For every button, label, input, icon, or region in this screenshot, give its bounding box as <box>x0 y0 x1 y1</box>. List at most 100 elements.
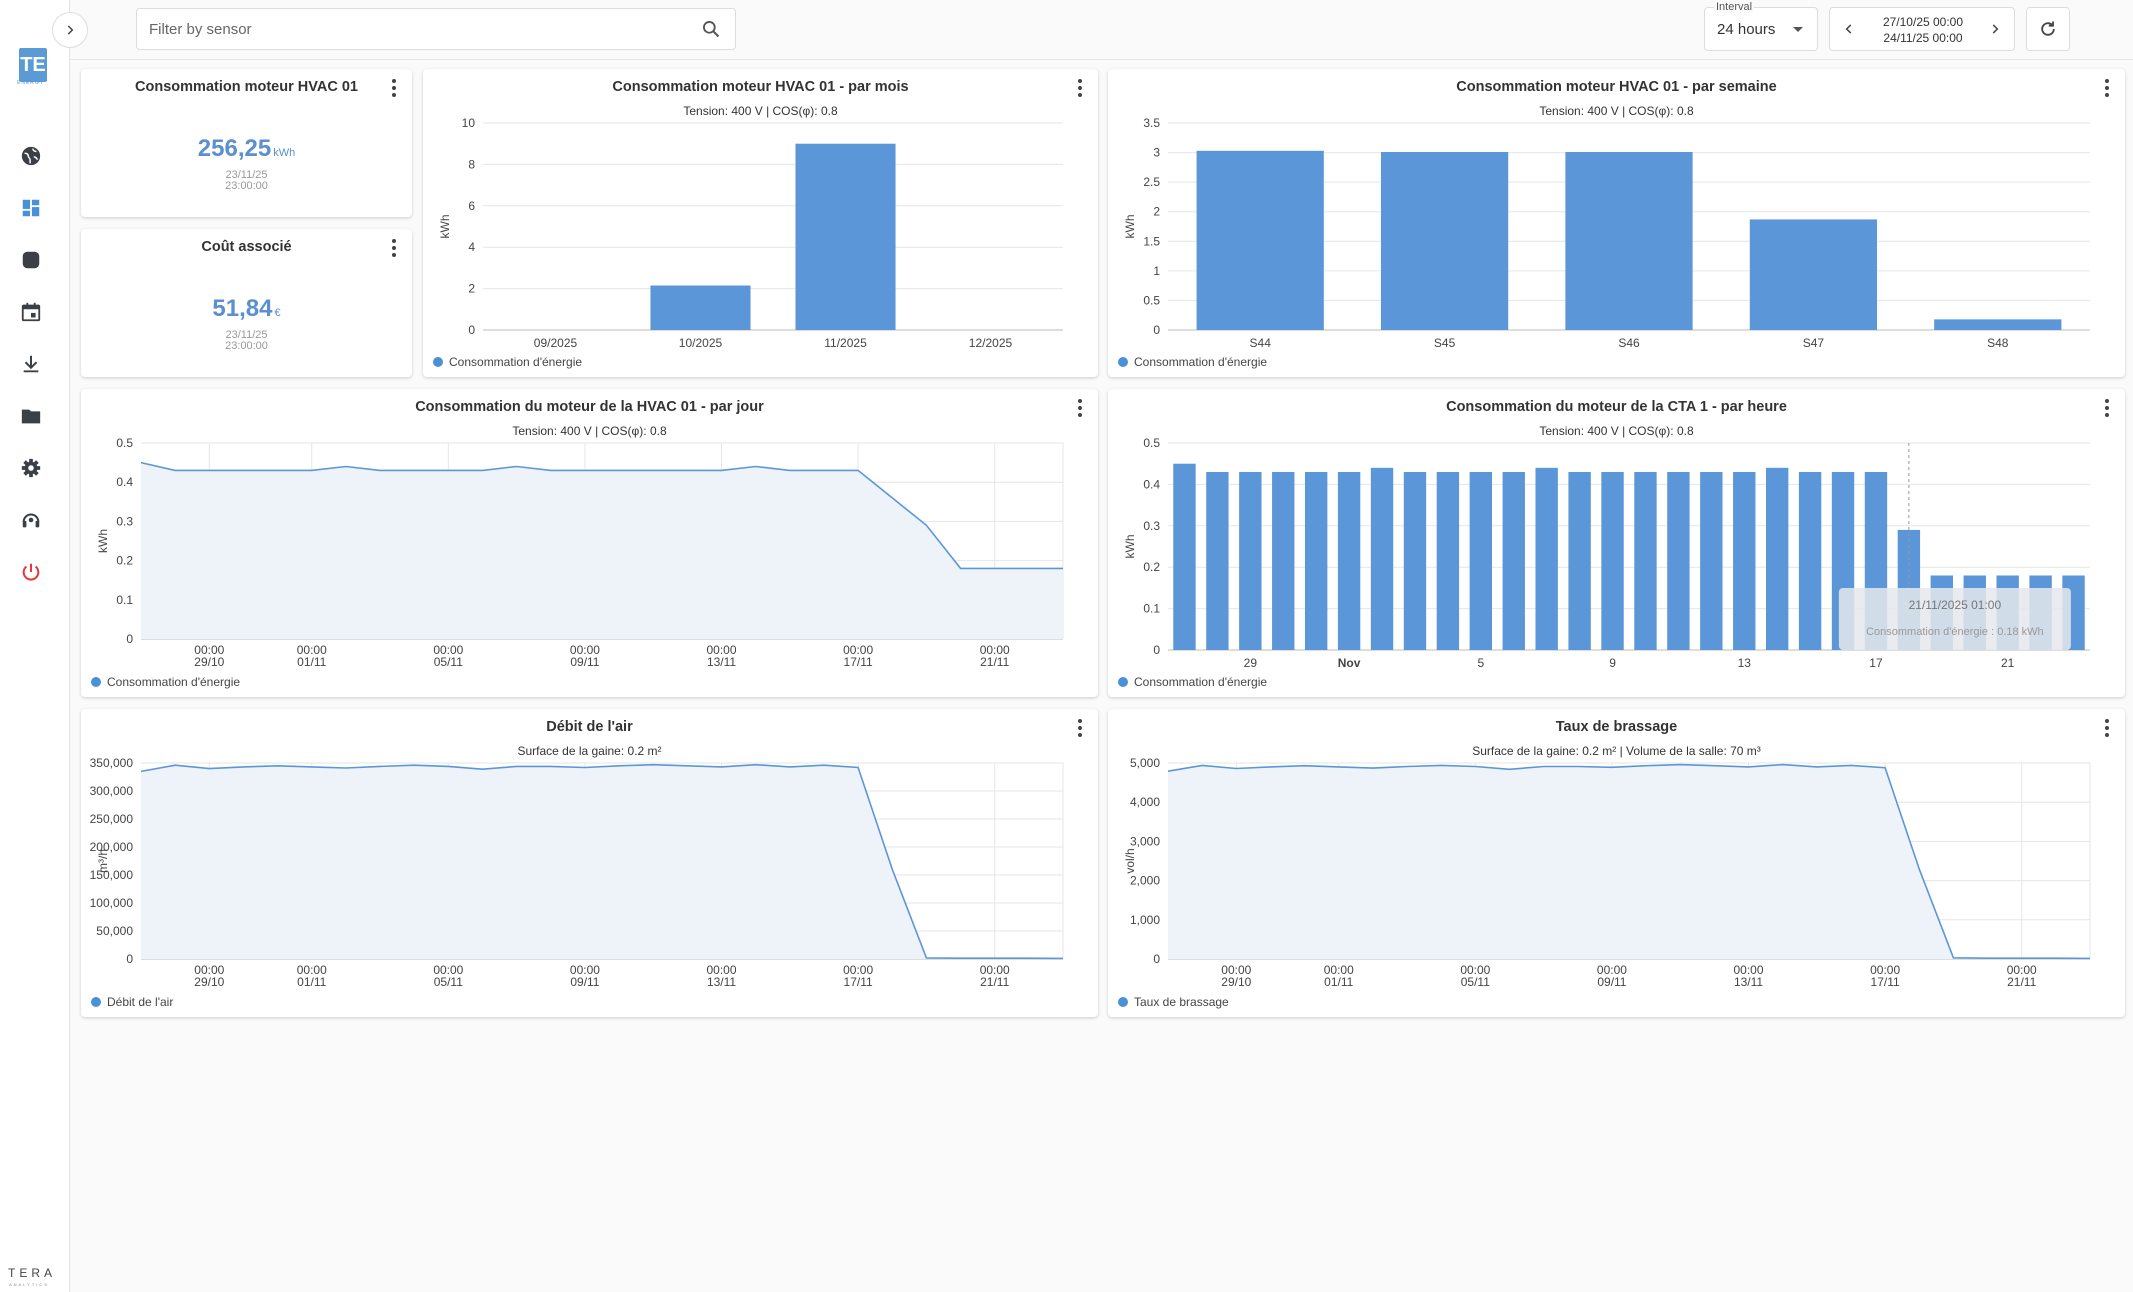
chart-legend[interactable]: Taux de brassage <box>1118 995 1229 1009</box>
y-axis-label: vol/h <box>1123 848 1137 873</box>
kpi-card-consumption: Consommation moteur HVAC 01 256,25 kWh 23… <box>81 69 412 217</box>
app-logo[interactable]: TE <box>19 48 47 82</box>
header-divider <box>70 59 2133 60</box>
x-tick-label: 17/11 <box>1871 975 1900 989</box>
y-axis-label: m³/h <box>96 849 110 873</box>
legend-dot <box>91 677 101 687</box>
y-tick-label: 100,000 <box>90 896 134 910</box>
card-menu-button[interactable] <box>384 237 404 259</box>
next-range-button[interactable] <box>1980 14 2010 44</box>
search-icon[interactable] <box>701 19 721 44</box>
x-tick-label: 29/10 <box>1221 975 1251 989</box>
chart-legend[interactable]: Consommation d'énergie <box>91 675 240 689</box>
series-area <box>1168 764 2090 959</box>
x-tick-label: 00:00 <box>1734 963 1764 977</box>
calendar-icon[interactable] <box>18 299 44 325</box>
tooltip-title: 21/11/2025 01:00 <box>1909 598 2002 612</box>
bar <box>1206 471 1229 650</box>
airflow-chart: 0 50,000 100,000 150,000 200,000 250,000 300,0… <box>90 756 1064 989</box>
x-tick-label: 21 <box>2001 656 2015 670</box>
chart-title: Consommation moteur HVAC 01 - par mois <box>612 79 909 95</box>
y-tick-label: 1,000 <box>1130 913 1160 927</box>
refresh-button[interactable] <box>2026 7 2070 51</box>
y-tick-label: 200,000 <box>90 840 134 854</box>
x-tick-label: 10/2025 <box>679 336 723 350</box>
y-tick-label: 2.5 <box>1143 175 1160 189</box>
y-tick-label: 0 <box>126 952 133 966</box>
search-input[interactable] <box>149 9 689 49</box>
chart-title: Débit de l'air <box>546 719 633 735</box>
y-tick-label: 3,000 <box>1130 834 1160 848</box>
chart-card-airflow: Débit de l'air Surface de la gaine: 0.2 … <box>81 709 1098 1017</box>
x-tick-label: 05/11 <box>434 655 463 669</box>
x-tick-label: 00:00 <box>194 963 224 977</box>
bar <box>795 143 896 330</box>
y-tick-label: 2 <box>1153 205 1160 219</box>
y-tick-label: 4,000 <box>1130 795 1160 809</box>
download-icon[interactable] <box>18 351 44 377</box>
date-range[interactable]: 27/10/25 00:00 24/11/25 00:00 <box>1870 14 1976 46</box>
y-tick-label: 0.4 <box>1143 477 1160 491</box>
chevron-right-icon <box>1992 24 1999 34</box>
bar <box>1798 471 1822 650</box>
card-menu-button[interactable] <box>1070 397 1090 419</box>
card-menu-button[interactable] <box>1070 717 1090 739</box>
dashboard-icon[interactable] <box>18 195 44 221</box>
card-menu-button[interactable] <box>384 77 404 99</box>
chart-card-brassage: Taux de brassage Surface de la gaine: 0.… <box>1108 709 2125 1017</box>
bar <box>1173 463 1196 650</box>
card-menu-button[interactable] <box>2097 77 2117 99</box>
x-tick-label: S44 <box>1250 336 1272 350</box>
monthly-chart: 0 2 4 6 8 10 kWh 09/2025 10/2025 11/2025 12/2025 <box>438 116 1063 350</box>
legend-label: Consommation d'énergie <box>1134 355 1268 369</box>
card-menu-button[interactable] <box>2097 717 2117 739</box>
y-tick-label: 0.2 <box>1143 560 1160 574</box>
bar <box>1502 471 1525 650</box>
x-tick-label: 00:00 <box>707 643 737 657</box>
chart-legend[interactable]: Consommation d'énergie <box>433 355 582 369</box>
sensor-filter <box>136 8 736 50</box>
y-tick-label: 0.1 <box>1143 602 1160 616</box>
device-icon[interactable] <box>18 247 44 273</box>
y-tick-label: 0 <box>126 632 133 646</box>
card-menu-button[interactable] <box>1070 77 1090 99</box>
interval-select[interactable]: 24 hours <box>1704 7 1818 51</box>
y-tick-label: 0.2 <box>116 554 133 568</box>
x-tick-label: 01/11 <box>297 975 326 989</box>
x-tick-label: 13/11 <box>1734 975 1763 989</box>
kpi-card-cost: Coût associé 51,84 € 23/11/25 23:00:00 <box>81 229 412 377</box>
chart-legend[interactable]: Consommation d'énergie <box>1118 355 1267 369</box>
power-icon[interactable] <box>18 559 44 585</box>
support-icon[interactable] <box>18 507 44 533</box>
chart-legend[interactable]: Consommation d'énergie <box>1118 675 1267 689</box>
kpi-title: Coût associé <box>201 239 292 255</box>
bar <box>1749 219 1878 330</box>
series-line <box>1167 763 2091 960</box>
y-tick-label: 0.5 <box>116 436 133 450</box>
x-tick-label: 00:00 <box>707 963 737 977</box>
card-menu-button[interactable] <box>2097 397 2117 419</box>
expand-sidebar-button[interactable] <box>52 12 88 48</box>
chart-title: Consommation du moteur de la HVAC 01 - p… <box>415 399 764 415</box>
x-tick-label: 01/11 <box>1324 975 1353 989</box>
x-tick-label: 09/2025 <box>534 336 578 350</box>
legend-dot <box>1118 997 1128 1007</box>
daily-chart: 00.10.20.30.40.5kWh00:0029/1000:0001/110… <box>96 436 1064 669</box>
refresh-icon <box>2041 21 2055 36</box>
x-tick-label: 00:00 <box>570 963 600 977</box>
x-tick-label: 11/2025 <box>824 336 867 350</box>
chart-subtitle: Tension: 400 V | COS(φ): 0.8 <box>683 104 838 118</box>
bar <box>1272 471 1295 650</box>
globe-icon[interactable] <box>18 143 44 169</box>
bar <box>1568 471 1591 650</box>
y-axis-label: kWh <box>96 529 110 553</box>
x-tick-label: 21/11 <box>2007 975 2036 989</box>
y-axis-label: kWh <box>438 215 452 239</box>
bar <box>1239 471 1262 650</box>
chart-legend[interactable]: Débit de l'air <box>91 995 173 1009</box>
folder-icon[interactable] <box>18 403 44 429</box>
settings-icon[interactable] <box>18 455 44 481</box>
previous-range-button[interactable] <box>1834 14 1864 44</box>
y-tick-label: 4 <box>468 240 475 254</box>
series-area <box>141 764 1063 959</box>
